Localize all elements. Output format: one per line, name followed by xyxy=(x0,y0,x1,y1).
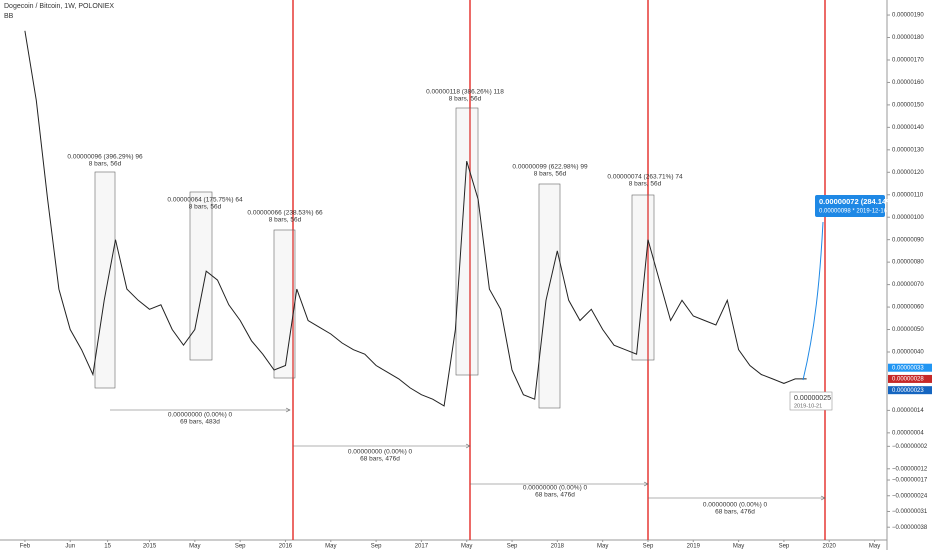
y-tick-label: 0.00000110 xyxy=(892,192,924,198)
y-tick-label: −0.00000002 xyxy=(892,444,928,450)
y-tick-label: 0.00000040 xyxy=(892,350,924,356)
measure-box xyxy=(455,107,479,376)
price-label: 0.00000023 xyxy=(892,388,924,394)
y-tick-label: 0.00000014 xyxy=(892,408,924,414)
cursor-text: 0.00000025 xyxy=(794,395,831,402)
forecast-text: 0.00000072 (284.14%) xyxy=(819,197,896,206)
x-tick-label: 15 xyxy=(104,544,111,550)
annotation: 0.00000118 (386.26%) 118 xyxy=(426,89,504,96)
y-tick-label: 0.00000160 xyxy=(892,80,924,86)
indicator-label: BB xyxy=(4,13,14,20)
x-tick-label: 2015 xyxy=(143,544,157,550)
annotation-sub: 8 bars, 56d xyxy=(89,161,122,168)
x-tick-label: Sep xyxy=(779,544,790,550)
x-tick-label: Sep xyxy=(507,544,518,550)
annotation-sub: 68 bars, 476d xyxy=(360,456,400,463)
annotation-sub: 68 bars, 476d xyxy=(535,492,575,499)
y-tick-label: 0.00000130 xyxy=(892,147,924,153)
y-tick-label: 0.00000004 xyxy=(892,430,924,436)
range-arrow xyxy=(820,495,826,501)
annotation-sub: 69 bars, 483d xyxy=(180,419,220,426)
measure-box xyxy=(538,183,561,409)
annotation-sub: 8 bars, 56d xyxy=(189,204,222,211)
y-tick-label: 0.00000090 xyxy=(892,237,924,243)
cursor-box xyxy=(789,391,833,411)
y-tick-label: −0.00000012 xyxy=(892,466,928,472)
y-tick-label: 0.00000050 xyxy=(892,327,924,333)
x-tick-label: 2016 xyxy=(279,544,293,550)
measure-box xyxy=(189,191,213,361)
range-arrow xyxy=(465,443,471,449)
y-tick-label: −0.00000038 xyxy=(892,525,928,531)
x-tick-label: 2018 xyxy=(551,544,565,550)
annotation: 0.00000000 (0.00%) 0 xyxy=(348,449,413,456)
annotation: 0.00000000 (0.00%) 0 xyxy=(523,485,588,492)
x-tick-label: Sep xyxy=(643,544,654,550)
y-tick-label: 0.00000190 xyxy=(892,13,924,19)
price-label-box xyxy=(888,363,932,372)
annotation-sub: 8 bars, 56d xyxy=(449,96,482,103)
x-tick-label: May xyxy=(461,544,472,550)
range-arrow xyxy=(643,481,649,487)
x-tick-label: Jun xyxy=(65,544,75,550)
annotation-sub: 68 bars, 476d xyxy=(715,509,755,516)
y-tick-label: −0.00000017 xyxy=(892,478,928,484)
cursor-sub: 2019-10-21 xyxy=(794,403,822,409)
y-tick-label: 0.00000120 xyxy=(892,170,924,176)
x-tick-label: 2019 xyxy=(687,544,701,550)
x-tick-label: May xyxy=(325,544,336,550)
x-tick-label: Sep xyxy=(371,544,382,550)
y-tick-label: −0.00000024 xyxy=(892,493,928,499)
y-tick-label: 0.00000100 xyxy=(892,215,924,221)
y-tick-label: 0.00000080 xyxy=(892,260,924,266)
x-tick-label: 2017 xyxy=(415,544,429,550)
chart-title: Dogecoin / Bitcoin, 1W, POLONIEX xyxy=(4,3,114,10)
x-tick-label: Sep xyxy=(235,544,246,550)
x-tick-label: May xyxy=(733,544,744,550)
price-label: 0.00000028 xyxy=(892,377,924,383)
forecast-box xyxy=(815,195,885,217)
y-tick-label: 0.00000150 xyxy=(892,102,924,108)
forecast-sub: 0.00000098 * 2019-12-16 xyxy=(819,209,888,215)
x-tick-label: 2020 xyxy=(823,544,837,550)
price-line xyxy=(24,30,807,407)
annotation-sub: 8 bars, 56d xyxy=(534,171,567,178)
y-tick-label: 0.00000170 xyxy=(892,58,924,64)
x-tick-label: May xyxy=(869,544,880,550)
measure-box xyxy=(273,229,296,379)
y-tick-label: 0.00000060 xyxy=(892,305,924,311)
price-label-box xyxy=(888,386,932,395)
range-arrow xyxy=(285,407,291,413)
measure-box xyxy=(631,194,655,361)
price-label: 0.00000033 xyxy=(892,365,924,371)
annotation: 0.00000064 (175.75%) 64 xyxy=(167,197,243,204)
forecast-curve xyxy=(802,221,824,381)
y-tick-label: 0.00000140 xyxy=(892,125,924,131)
annotation: 0.00000000 (0.00%) 0 xyxy=(168,412,233,419)
x-tick-label: May xyxy=(597,544,608,550)
measure-box xyxy=(94,171,116,389)
annotation: 0.00000066 (238.53%) 66 xyxy=(247,210,323,217)
annotation-sub: 8 bars, 56d xyxy=(629,181,662,188)
annotation: 0.00000074 (263.71%) 74 xyxy=(607,174,683,181)
annotation: 0.00000000 (0.00%) 0 xyxy=(703,502,768,509)
annotation: 0.00000099 (622.98%) 99 xyxy=(512,164,588,171)
x-tick-label: Feb xyxy=(20,544,31,550)
annotation-sub: 8 bars, 56d xyxy=(269,217,302,224)
x-tick-label: May xyxy=(189,544,200,550)
y-tick-label: 0.00000070 xyxy=(892,282,924,288)
annotation: 0.00000096 (396.29%) 96 xyxy=(67,154,143,161)
y-tick-label: 0.00000180 xyxy=(892,35,924,41)
y-tick-label: −0.00000031 xyxy=(892,509,928,515)
price-label-box xyxy=(888,374,932,383)
session-lines xyxy=(292,0,826,540)
